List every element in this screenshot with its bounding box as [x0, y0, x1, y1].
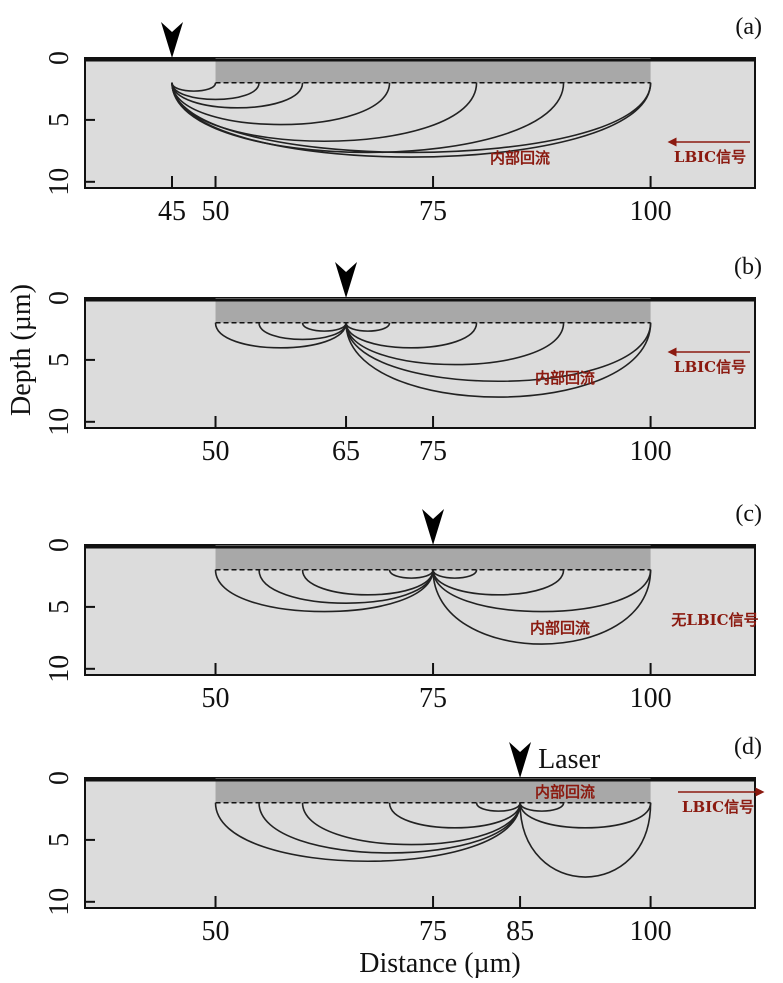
y-tick-label: 5 [44, 833, 75, 847]
streamline [519, 802, 565, 812]
streamline [171, 82, 260, 101]
x-axis-title: Distance (µm) [359, 948, 521, 979]
streamline [258, 322, 347, 341]
x-tick-label: 85 [506, 916, 534, 947]
streamline [258, 802, 521, 854]
x-tick-label: 75 [419, 683, 447, 714]
x-tick-label: 50 [202, 436, 230, 467]
panel-label: (d) [734, 734, 762, 760]
annotation: LBIC信号 [682, 798, 754, 816]
y-tick-label: 0 [44, 291, 75, 305]
streamline [345, 322, 391, 332]
x-tick-label: 100 [630, 196, 672, 227]
doped-region [215, 58, 651, 83]
streamline [171, 82, 652, 158]
doped-region [215, 778, 651, 803]
y-tick-label: 0 [44, 538, 75, 552]
y-tick-label: 0 [44, 51, 75, 65]
streamline [388, 569, 434, 579]
streamline [301, 569, 434, 596]
annotation: LBIC信号 [674, 358, 746, 376]
y-tick-label: 0 [44, 771, 75, 785]
x-tick-label: 100 [630, 916, 672, 947]
streamline [388, 802, 521, 829]
y-tick-label: 5 [44, 353, 75, 367]
streamline [214, 802, 521, 863]
y-tick-label: 5 [44, 600, 75, 614]
x-tick-label: 50 [202, 196, 230, 227]
streamline [345, 322, 565, 366]
streamline [171, 82, 304, 109]
laser-marker [422, 509, 445, 545]
annotation: 无LBIC信号 [670, 611, 758, 629]
laser-marker [335, 262, 358, 298]
panel-label: (b) [734, 254, 762, 280]
streamline [432, 569, 565, 596]
streamline [214, 569, 434, 613]
y-tick-label: 10 [44, 408, 75, 436]
streamline [301, 802, 521, 846]
streamlines [214, 322, 652, 398]
streamline [214, 322, 347, 349]
annotation: 内部回流 [530, 619, 590, 637]
laser-marker [161, 22, 184, 58]
streamline [432, 569, 478, 579]
streamline [345, 322, 652, 383]
streamlines [214, 569, 652, 645]
annotation: 内部回流 [490, 149, 550, 167]
annotation: 内部回流 [535, 783, 595, 801]
x-tick-label: 50 [202, 683, 230, 714]
y-tick-label: 5 [44, 113, 75, 127]
streamlines [214, 802, 652, 878]
x-tick-label: 65 [332, 436, 360, 467]
y-axis-title: Depth (µm) [6, 284, 37, 416]
streamline [432, 569, 652, 613]
doped-region [215, 298, 651, 323]
x-tick-label: 100 [630, 436, 672, 467]
streamlines [171, 82, 652, 158]
laser-label: Laser [538, 744, 601, 775]
y-tick-label: 10 [44, 655, 75, 683]
x-tick-label: 75 [419, 916, 447, 947]
x-tick-label: 75 [419, 196, 447, 227]
streamline [519, 802, 652, 878]
streamline [301, 322, 347, 332]
panel-label: (a) [735, 14, 762, 40]
x-tick-label: 50 [202, 916, 230, 947]
streamline [519, 802, 652, 829]
streamline [171, 82, 391, 126]
annotation: 内部回流 [535, 369, 595, 387]
streamline [171, 82, 652, 154]
doped-region [215, 545, 651, 570]
y-tick-label: 10 [44, 888, 75, 916]
streamline [258, 569, 434, 604]
streamline [432, 569, 652, 645]
x-tick-label: 45 [158, 196, 186, 227]
streamline [475, 802, 521, 812]
streamline [345, 322, 652, 398]
x-tick-label: 75 [419, 436, 447, 467]
annotation: LBIC信号 [674, 148, 746, 166]
x-tick-label: 100 [630, 683, 672, 714]
y-tick-label: 10 [44, 168, 75, 196]
panel-label: (c) [735, 501, 762, 527]
laser-marker [509, 742, 532, 778]
streamline [345, 322, 478, 349]
